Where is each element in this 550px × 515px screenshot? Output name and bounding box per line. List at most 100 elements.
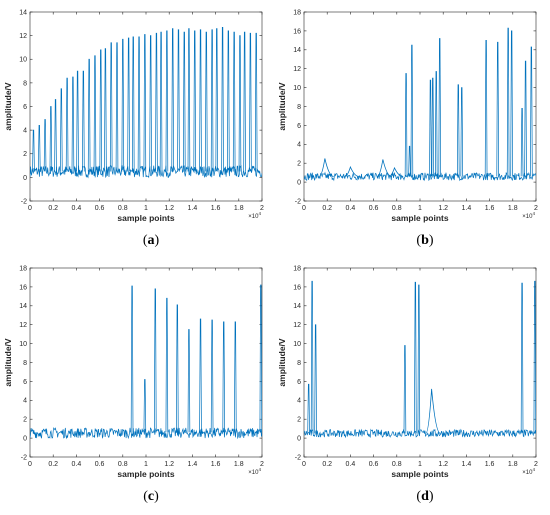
y-tick-label: 6 xyxy=(23,104,27,111)
x-tick-label: 1.2 xyxy=(164,461,174,468)
x-tick-label: 0.8 xyxy=(392,461,402,468)
y-tick-label: 10 xyxy=(19,341,27,348)
caption-letter: a xyxy=(148,233,155,248)
signal-spike xyxy=(222,321,225,433)
x-exponent-power: 4 xyxy=(532,467,535,472)
y-tick-label: 18 xyxy=(19,265,27,272)
x-tick-label: 1.8 xyxy=(234,461,244,468)
x-tick-label: 2 xyxy=(260,205,264,212)
x-tick-label: 1.4 xyxy=(188,205,198,212)
x-tick-label: 1.8 xyxy=(508,205,518,212)
x-exponent-power: 4 xyxy=(532,211,535,216)
signal-spike xyxy=(414,281,417,434)
signal-spike xyxy=(238,35,242,172)
signal-spike xyxy=(314,324,317,434)
signal-spike xyxy=(232,31,236,172)
x-tick-label: 0 xyxy=(28,461,32,468)
y-tick-label: 8 xyxy=(23,80,27,87)
caption-open-paren: ( xyxy=(143,233,148,248)
x-tick-label: 1.2 xyxy=(438,461,448,468)
y-tick-label: 14 xyxy=(19,303,27,310)
y-tick-label: -2 xyxy=(295,198,301,205)
x-axis-label: sample points xyxy=(391,213,448,223)
x-tick-label: 0.4 xyxy=(72,461,82,468)
plot-area xyxy=(304,27,536,182)
y-tick-label: 12 xyxy=(19,322,27,329)
caption-letter: d xyxy=(421,489,429,504)
x-tick-label: 0.6 xyxy=(369,205,379,212)
y-axis-label: amplitude/V xyxy=(277,82,287,131)
x-tick-label: 0.2 xyxy=(322,205,332,212)
signal-spike xyxy=(199,29,202,172)
x-tick-label: 2 xyxy=(534,205,538,212)
signal-spike xyxy=(259,284,262,433)
signal-spike xyxy=(530,46,533,177)
panel-caption: (d) xyxy=(416,489,433,504)
signal-spike xyxy=(71,76,75,172)
x-tick-label: 0.4 xyxy=(346,205,356,212)
baseline-noise xyxy=(30,427,262,440)
signal-spike xyxy=(429,79,432,177)
y-tick-label: 18 xyxy=(293,9,301,16)
x-exponent-power: 4 xyxy=(258,467,261,472)
signal-spike xyxy=(131,36,135,172)
x-tick-label: 0.8 xyxy=(118,461,128,468)
plot-area xyxy=(30,27,262,179)
y-tick-label: 6 xyxy=(297,379,301,386)
x-tick-label: 0.8 xyxy=(118,205,128,212)
y-tick-label: 2 xyxy=(297,417,301,424)
y-tick-label: 16 xyxy=(19,284,27,291)
caption-letter: c xyxy=(148,489,154,504)
signal-spike xyxy=(82,70,85,172)
signal-spike xyxy=(215,28,219,172)
x-tick-label: 1.6 xyxy=(211,205,221,212)
signal-spike xyxy=(438,38,441,177)
x-axis-label: sample points xyxy=(391,469,448,479)
signal-spike xyxy=(93,55,97,172)
x-tick-label: 0.6 xyxy=(95,205,105,212)
y-tick-label: 16 xyxy=(293,284,301,291)
x-exponent-label: ×104 xyxy=(248,467,261,476)
signal-spike xyxy=(434,71,438,177)
plot-frame xyxy=(303,11,537,202)
signal-spike xyxy=(54,99,57,172)
x-tick-label: 0.2 xyxy=(48,461,58,468)
y-tick-label: 4 xyxy=(23,398,27,405)
x-exponent-power: 4 xyxy=(258,211,261,216)
baseline-noise xyxy=(304,171,536,182)
y-tick-label: 14 xyxy=(19,9,27,16)
y-tick-label: 8 xyxy=(23,360,27,367)
signal-spike xyxy=(227,30,230,172)
signal-spike xyxy=(457,84,460,177)
x-tick-label: 0.4 xyxy=(72,205,82,212)
y-tick-label: 10 xyxy=(293,85,301,92)
signal-spike xyxy=(187,329,191,433)
signal-spike xyxy=(187,28,191,172)
signal-spike xyxy=(431,77,435,177)
panel-caption: (b) xyxy=(416,233,433,248)
y-tick-label: 0 xyxy=(23,175,27,182)
y-tick-label: 4 xyxy=(297,398,301,405)
y-tick-label: -2 xyxy=(295,454,301,461)
signal-spike xyxy=(249,32,252,172)
x-tick-label: 1.6 xyxy=(485,205,495,212)
x-tick-label: 0 xyxy=(302,205,306,212)
y-tick-label: 0 xyxy=(297,436,301,443)
y-axis-label: amplitude/V xyxy=(277,338,287,387)
signal-spike xyxy=(524,60,527,177)
signal-spike xyxy=(234,321,237,433)
signal-spike xyxy=(520,108,524,177)
signal-bump xyxy=(376,159,392,177)
caption-letter: b xyxy=(421,233,429,248)
x-exponent-base: ×10 xyxy=(248,214,259,220)
y-tick-label: 10 xyxy=(293,341,301,348)
signal-spike xyxy=(137,36,141,172)
signal-spike xyxy=(49,106,53,172)
signal-spike xyxy=(154,288,157,433)
y-tick-label: -2 xyxy=(21,454,27,461)
x-tick-label: 0 xyxy=(28,205,32,212)
signal-bump xyxy=(425,388,441,434)
y-tick-label: 8 xyxy=(297,104,301,111)
